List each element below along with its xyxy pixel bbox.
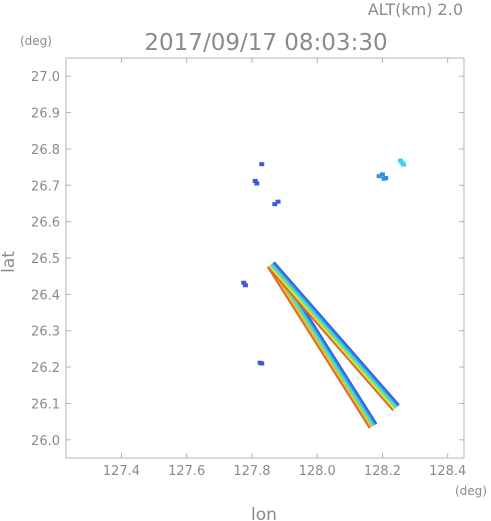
y-tick-label: 26.3 bbox=[31, 325, 60, 340]
y-tick-label: 26.6 bbox=[31, 216, 60, 231]
x-tick-label: 127.6 bbox=[168, 464, 205, 479]
lower-streak-band bbox=[269, 264, 373, 427]
y-tick-label: 26.2 bbox=[31, 361, 60, 376]
echo-point bbox=[379, 172, 385, 177]
upper-streak-band bbox=[268, 265, 395, 410]
lower-streak-band bbox=[268, 265, 372, 428]
echo-point bbox=[252, 178, 258, 183]
echo-point bbox=[272, 202, 278, 207]
upper-streak-band bbox=[273, 261, 400, 406]
y-tick-label: 26.8 bbox=[31, 143, 60, 158]
echo-point bbox=[383, 176, 389, 180]
upper-streak-band bbox=[271, 263, 398, 408]
y-tick-label: 26.1 bbox=[31, 397, 60, 412]
x-tick-label: 127.8 bbox=[233, 464, 270, 479]
y-tick-label: 26.7 bbox=[31, 179, 60, 194]
echo-point bbox=[259, 361, 265, 366]
x-tick-label: 128.2 bbox=[364, 464, 401, 479]
y-tick-label: 26.4 bbox=[31, 288, 60, 303]
echo-point bbox=[376, 174, 382, 179]
y-tick-label: 27.0 bbox=[31, 70, 60, 85]
echo-point bbox=[242, 283, 248, 288]
upper-streak-band bbox=[272, 262, 399, 407]
x-tick-label: 128.4 bbox=[429, 464, 466, 479]
echo-point bbox=[401, 162, 407, 167]
y-tick-label: 26.9 bbox=[31, 107, 60, 122]
y-tick-label: 26.0 bbox=[31, 434, 60, 449]
y-unit: (deg) bbox=[20, 34, 52, 48]
x-tick-label: 128.0 bbox=[299, 464, 336, 479]
timestamp: 2017/09/17 08:03:30 bbox=[144, 30, 387, 56]
y-axis-label: lat bbox=[0, 251, 19, 273]
upper-streak-band bbox=[267, 266, 394, 411]
echo-point bbox=[254, 181, 260, 186]
echo-point bbox=[259, 162, 265, 167]
echo-point bbox=[241, 280, 247, 285]
lower-streak-band bbox=[267, 266, 371, 429]
x-unit: (deg) bbox=[455, 484, 487, 498]
upper-streak-band bbox=[269, 264, 396, 409]
x-tick-label: 127.4 bbox=[103, 464, 140, 479]
y-tick-label: 26.5 bbox=[31, 252, 60, 267]
plot-frame bbox=[65, 57, 465, 459]
altitude-label: ALT(km) 2.0 bbox=[368, 0, 463, 19]
x-axis-label: lon bbox=[251, 505, 277, 521]
echo-point bbox=[275, 199, 281, 204]
echo-point bbox=[397, 158, 403, 163]
